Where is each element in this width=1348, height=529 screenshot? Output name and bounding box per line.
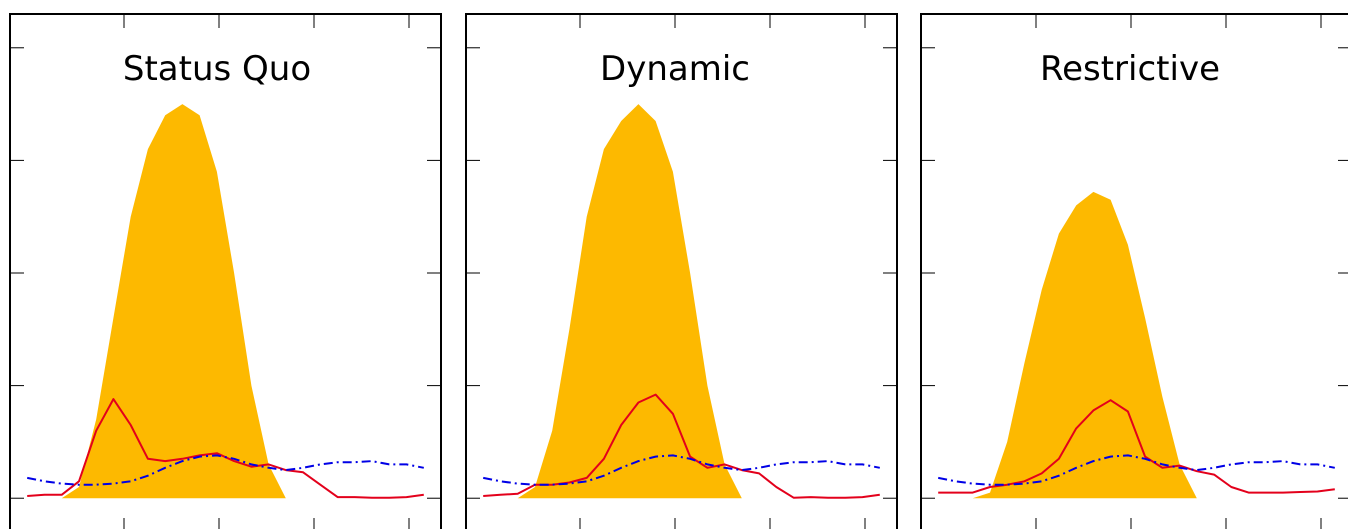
axes <box>465 13 898 529</box>
series-group <box>27 104 424 499</box>
panel-title-dynamic: Dynamic <box>600 49 750 89</box>
dash-dot-line-series <box>483 454 880 486</box>
solid-line-series <box>938 399 1335 494</box>
panel-restrictive: Restrictive <box>920 13 1348 529</box>
dash-dot-line-series <box>27 454 424 486</box>
series-group <box>938 191 1335 499</box>
dash-dot-line-series <box>938 454 1335 486</box>
panel-title-status-quo: Status Quo <box>123 49 311 89</box>
area-series <box>27 104 424 499</box>
series-group <box>483 104 880 499</box>
solid-line-series <box>483 393 880 499</box>
panel-dynamic: Dynamic <box>465 13 898 529</box>
panel-status-quo: Status Quo <box>9 13 442 529</box>
axes <box>9 13 442 529</box>
area-series <box>938 191 1335 499</box>
axes <box>920 13 1348 529</box>
area-series <box>483 104 880 499</box>
panel-title-restrictive: Restrictive <box>1040 49 1220 89</box>
